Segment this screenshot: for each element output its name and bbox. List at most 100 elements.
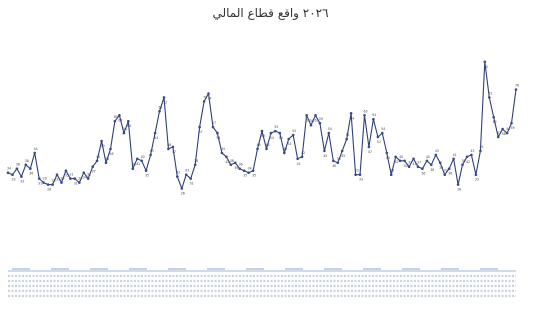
data-label: 39: [105, 157, 109, 161]
data-point: [345, 137, 349, 141]
data-point: [300, 155, 304, 159]
data-point: [122, 131, 126, 135]
data-label: 62: [493, 120, 497, 124]
data-label: 65: [158, 105, 162, 109]
data-point: [189, 177, 192, 180]
data-label: 63: [306, 118, 310, 122]
data-label: 72: [163, 100, 167, 104]
data-point: [291, 133, 295, 137]
data-label: 56: [502, 132, 506, 136]
data-point: [104, 161, 108, 165]
data-label: 40: [426, 155, 430, 159]
data-label: 36: [16, 163, 20, 167]
data-label: 38: [430, 168, 434, 172]
data-point: [202, 100, 206, 103]
data-label: 47: [368, 150, 372, 154]
data-point: [309, 123, 313, 127]
data-point: [367, 145, 371, 149]
data-label: 38: [461, 159, 465, 163]
data-label: 33: [355, 169, 359, 173]
data-point: [6, 171, 10, 174]
data-label: 40: [141, 155, 145, 159]
data-point: [376, 135, 380, 139]
data-point: [354, 173, 357, 176]
data-point: [461, 163, 464, 167]
data-label: 72: [488, 91, 492, 95]
data-point: [251, 169, 255, 172]
data-point: [425, 159, 429, 163]
data-label: 54: [270, 136, 274, 140]
data-point: [162, 96, 166, 99]
data-label: 37: [92, 170, 96, 174]
data-point: [274, 129, 277, 133]
data-point: [283, 151, 286, 155]
data-point: [242, 169, 246, 172]
data-point: [229, 163, 233, 167]
data-label: 35: [252, 174, 256, 178]
data-point: [42, 181, 45, 184]
data-label: 46: [167, 143, 171, 147]
data-label: 42: [466, 160, 470, 164]
data-point: [184, 173, 188, 176]
data-label: 57: [212, 121, 216, 125]
data-label: 36: [239, 163, 243, 167]
data-point: [505, 131, 509, 135]
data-label: 60: [127, 124, 131, 128]
data-point: [153, 131, 157, 135]
data-point: [501, 127, 504, 131]
data-label: 29: [60, 177, 64, 181]
data-point: [389, 173, 393, 176]
data-label: 35: [243, 174, 247, 178]
data-point: [416, 165, 420, 168]
data-point: [256, 147, 259, 151]
data-label: 90: [484, 65, 488, 69]
data-point: [278, 131, 282, 135]
data-point: [474, 173, 478, 176]
data-label: 38: [25, 159, 29, 163]
data-label: 47: [172, 150, 176, 154]
data-point: [412, 157, 415, 161]
data-point: [33, 151, 36, 155]
data-label: 35: [65, 174, 69, 178]
data-label: 54: [154, 136, 158, 140]
data-point: [336, 161, 340, 165]
data-label: 59: [319, 117, 323, 121]
data-label: 26: [181, 192, 185, 196]
data-point: [381, 131, 384, 135]
data-point: [327, 131, 331, 135]
data-point: [198, 125, 201, 129]
data-label: 42: [395, 160, 399, 164]
data-point: [421, 167, 424, 170]
data-label: 34: [248, 167, 252, 171]
data-point: [372, 117, 375, 121]
data-point: [447, 167, 451, 170]
data-point: [492, 115, 496, 119]
data-point: [269, 131, 273, 135]
data-label: 44: [34, 147, 38, 151]
data-label: 42: [225, 160, 229, 164]
data-point: [314, 114, 317, 117]
data-label: 63: [363, 109, 367, 113]
data-point: [238, 167, 241, 170]
data-point: [483, 60, 487, 64]
data-label: 41: [453, 153, 457, 157]
data-point: [465, 155, 469, 159]
data-point: [488, 96, 491, 99]
data-label: 54: [328, 127, 332, 131]
data-point: [225, 155, 228, 159]
data-label: 59: [510, 126, 514, 130]
data-label: 55: [261, 134, 265, 138]
data-label: 31: [38, 182, 42, 186]
data-label: 36: [448, 172, 452, 176]
data-label: 41: [297, 162, 301, 166]
data-point: [51, 183, 54, 186]
data-point: [158, 110, 161, 113]
data-label: 33: [56, 178, 60, 182]
data-point: [144, 169, 148, 172]
data-point: [91, 165, 94, 168]
data-label: 29: [43, 177, 47, 181]
data-point: [305, 114, 308, 117]
data-label: 58: [310, 119, 314, 123]
data-label: 52: [497, 131, 501, 135]
data-point: [340, 149, 344, 153]
